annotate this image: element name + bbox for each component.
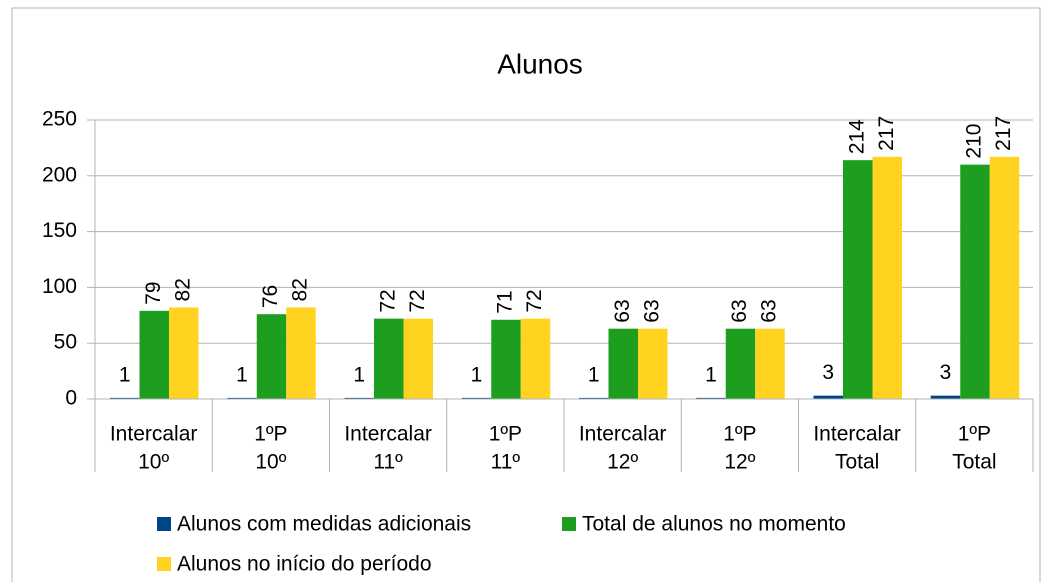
value-label: 1 xyxy=(588,363,600,386)
bar xyxy=(520,318,551,399)
bar xyxy=(139,310,169,399)
value-label: 3 xyxy=(940,361,952,384)
value-label: 1 xyxy=(705,363,717,386)
value-label: 79 xyxy=(142,281,165,304)
x-tick-label: Intercalar xyxy=(344,423,432,446)
y-tick-label: 100 xyxy=(42,275,77,298)
x-tick-label: 12º xyxy=(724,451,755,474)
x-tick-label: Intercalar xyxy=(813,423,901,446)
x-tick-label: Total xyxy=(835,451,879,474)
value-label: 217 xyxy=(875,116,898,151)
value-label: 1 xyxy=(236,363,248,386)
value-label: 82 xyxy=(289,278,312,301)
value-label: 1 xyxy=(353,363,365,386)
bar xyxy=(491,319,521,399)
legend-swatch xyxy=(562,517,576,531)
bar xyxy=(169,307,199,399)
bar xyxy=(989,156,1020,399)
value-label: 72 xyxy=(523,289,546,312)
y-tick-label: 0 xyxy=(65,387,77,410)
chart-title: Alunos xyxy=(497,48,583,79)
x-tick-label: Intercalar xyxy=(579,423,667,446)
value-label: 63 xyxy=(611,299,634,322)
bar xyxy=(725,328,756,399)
bar xyxy=(461,397,492,399)
legend-label: Total de alunos no momento xyxy=(582,513,846,536)
x-tick-label: 12º xyxy=(607,451,638,474)
y-tick-label: 200 xyxy=(42,163,77,186)
x-tick-label: 10º xyxy=(255,451,286,474)
bar xyxy=(638,328,668,399)
bar xyxy=(374,318,404,399)
bar xyxy=(843,160,873,399)
value-label: 72 xyxy=(376,289,399,312)
bar xyxy=(403,318,433,399)
value-label: 1 xyxy=(471,363,483,386)
value-label: 63 xyxy=(640,299,663,322)
bar xyxy=(256,314,287,399)
x-tick-label: 10º xyxy=(138,451,169,474)
bar xyxy=(813,395,843,399)
legend-swatch xyxy=(157,517,171,531)
value-label: 63 xyxy=(728,299,751,322)
bar xyxy=(344,397,374,399)
value-label: 76 xyxy=(259,285,282,308)
legend-swatch xyxy=(157,557,171,571)
value-label: 63 xyxy=(758,299,781,322)
legend-label: Alunos com medidas adicionais xyxy=(177,513,471,536)
value-label: 210 xyxy=(963,124,986,159)
bar xyxy=(755,328,785,399)
bar xyxy=(110,397,140,399)
x-tick-label: 1ºP xyxy=(489,423,522,446)
value-label: 1 xyxy=(119,363,131,386)
bar xyxy=(286,307,316,399)
legend-label: Alunos no início do período xyxy=(177,553,432,576)
bar xyxy=(227,397,257,399)
value-label: 3 xyxy=(822,361,834,384)
value-label: 214 xyxy=(845,119,868,154)
value-label: 72 xyxy=(406,289,429,312)
x-tick-label: 11º xyxy=(491,451,521,474)
x-tick-label: Intercalar xyxy=(110,423,198,446)
bar xyxy=(930,395,961,399)
x-tick-label: 11º xyxy=(373,451,403,474)
value-label: 71 xyxy=(494,290,517,313)
bar xyxy=(872,156,902,399)
y-tick-label: 150 xyxy=(42,219,77,242)
y-tick-label: 50 xyxy=(54,331,77,354)
x-tick-label: 1ºP xyxy=(723,423,756,446)
value-label: 217 xyxy=(992,116,1015,151)
x-tick-label: 1ºP xyxy=(958,423,991,446)
bar xyxy=(960,164,990,399)
bar xyxy=(608,328,638,399)
bar xyxy=(579,397,609,399)
y-tick-label: 250 xyxy=(42,108,77,131)
value-label: 82 xyxy=(171,278,194,301)
x-tick-label: Total xyxy=(952,451,996,474)
x-tick-label: 1ºP xyxy=(254,423,287,446)
bar xyxy=(696,397,726,399)
